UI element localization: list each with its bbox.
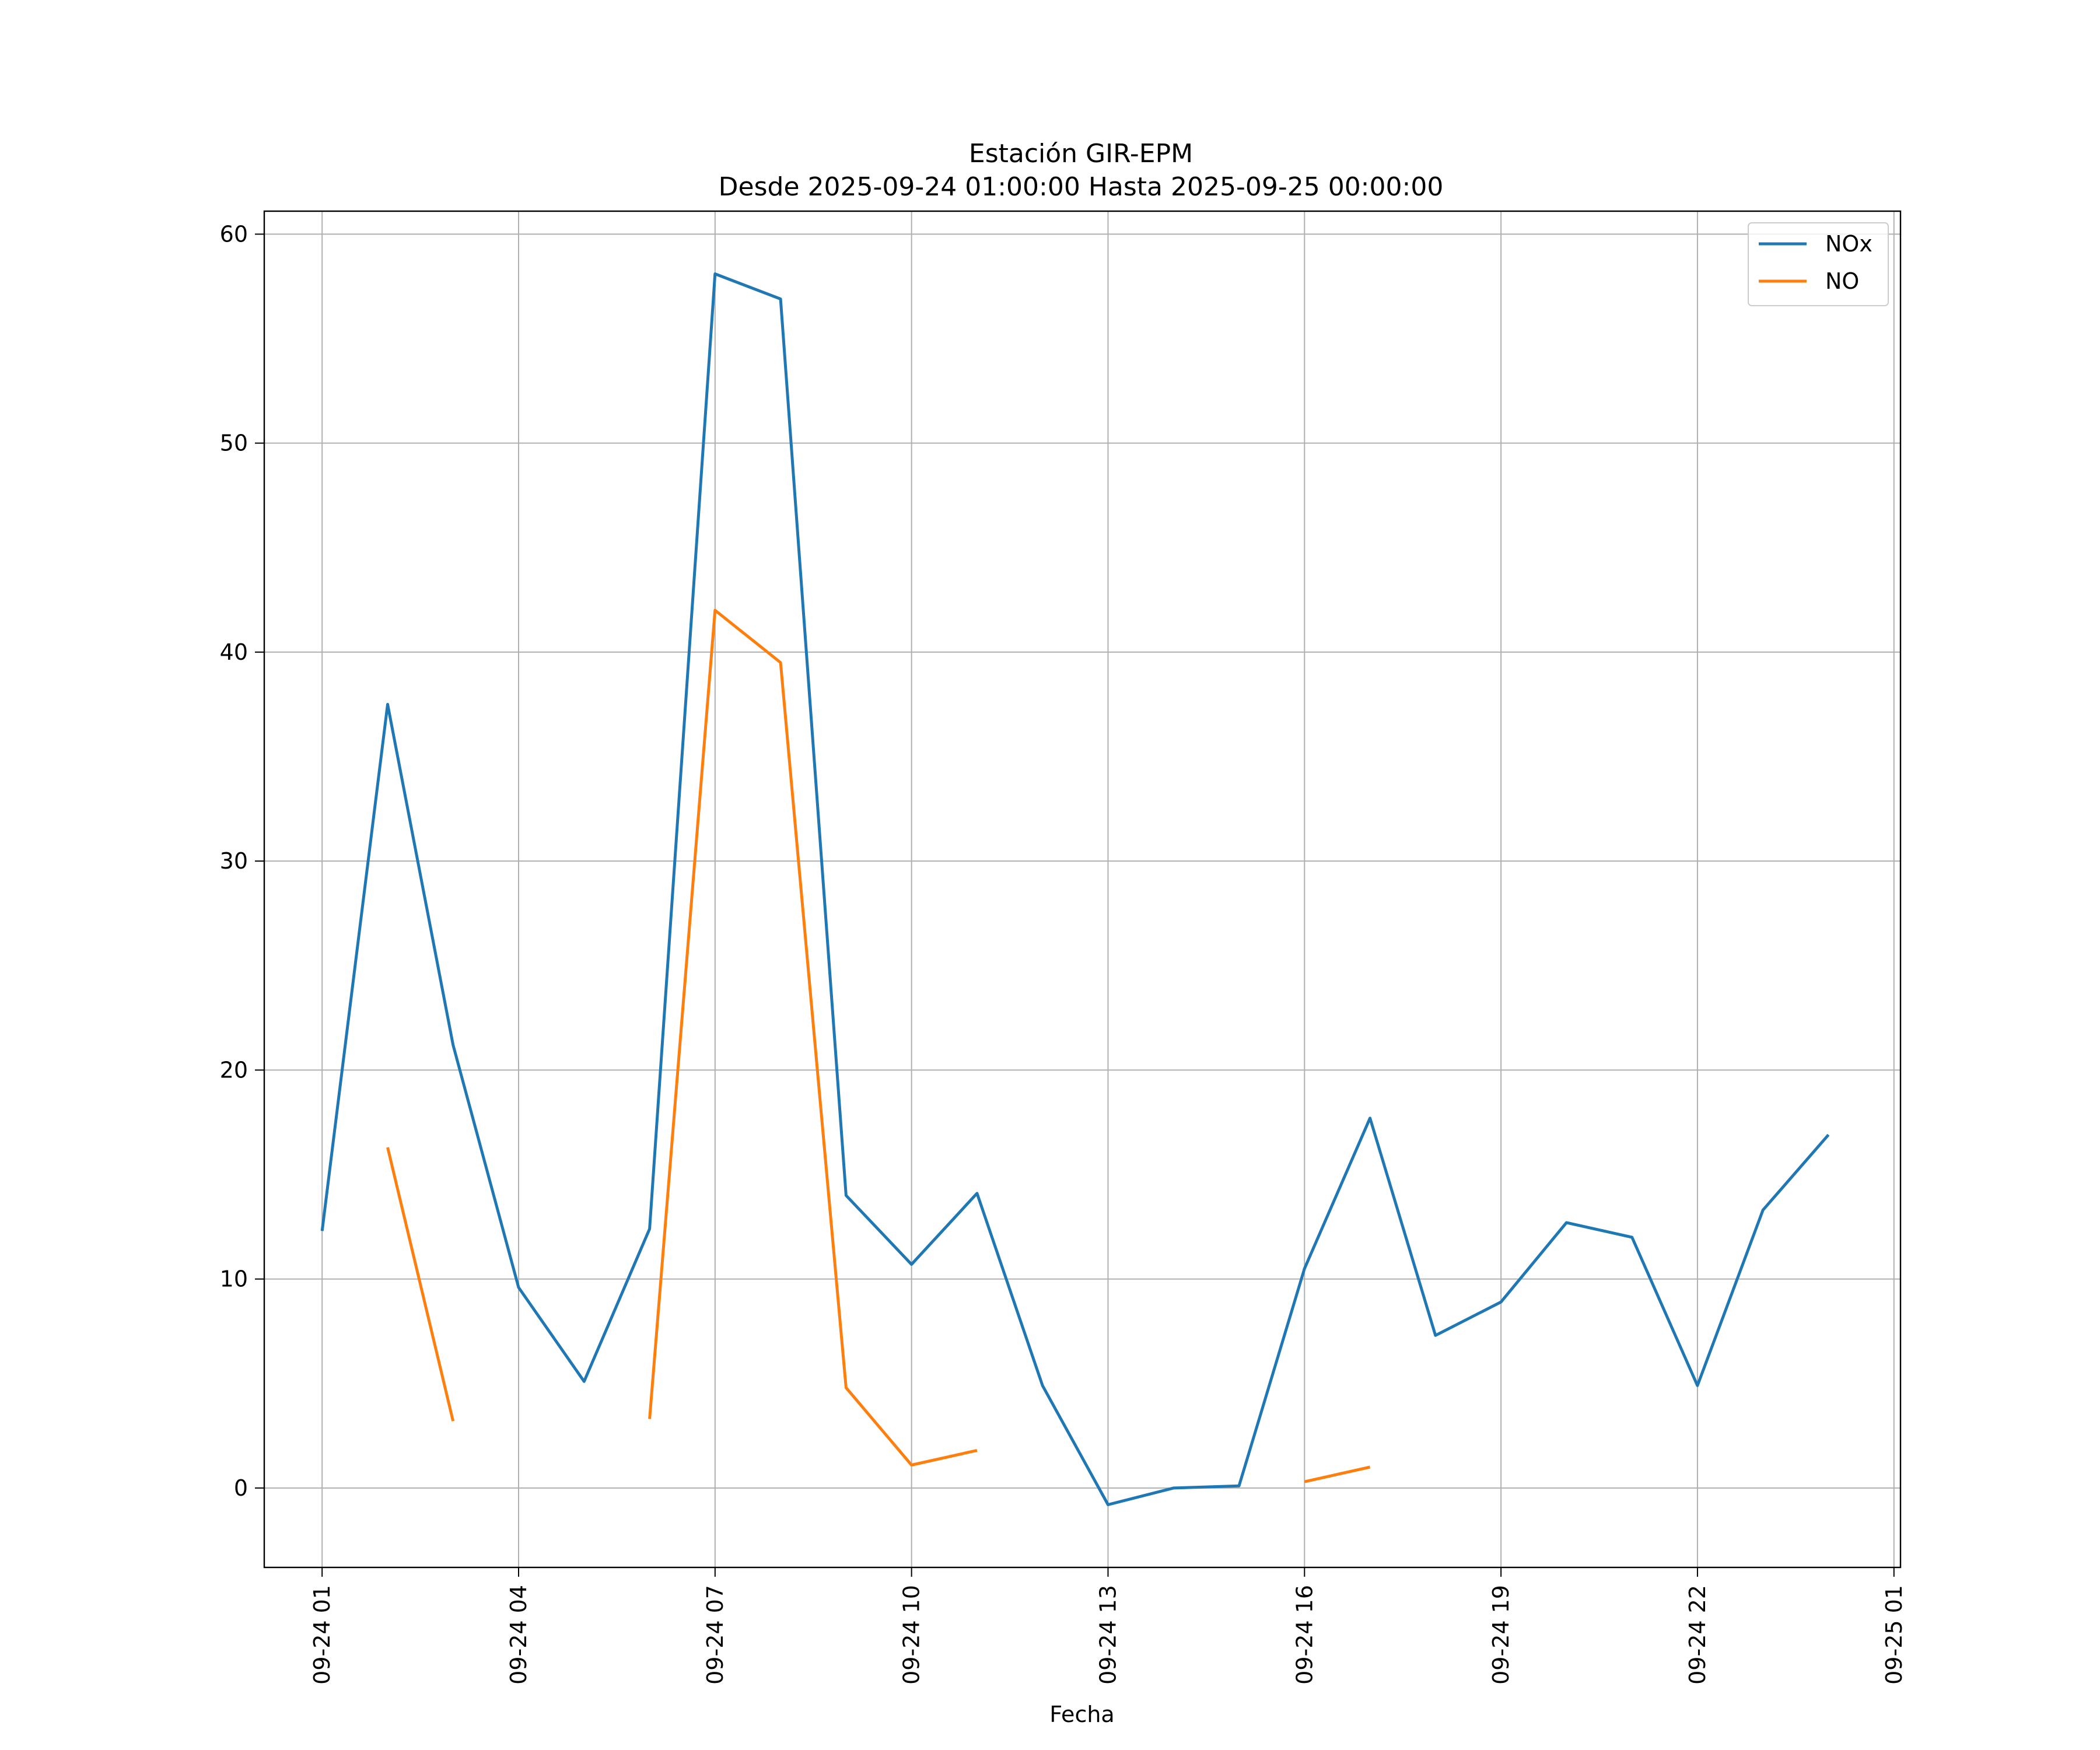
y-tick-label: 0 bbox=[234, 1475, 248, 1501]
series-lines bbox=[320, 272, 1830, 1506]
x-tick-label: 09-24 13 bbox=[1095, 1585, 1121, 1685]
y-tick-label: 40 bbox=[220, 639, 248, 665]
x-tick-label: 09-25 01 bbox=[1881, 1585, 1907, 1685]
chart-subtitle: Desde 2025-09-24 01:00:00 Hasta 2025-09-… bbox=[719, 172, 1444, 202]
x-tick-label: 09-24 16 bbox=[1292, 1585, 1317, 1685]
legend-label-nox: NOx bbox=[1825, 231, 1873, 257]
grid bbox=[264, 211, 1901, 1567]
y-tick-label: 60 bbox=[220, 221, 248, 247]
plot-frame bbox=[263, 210, 1902, 1569]
legend: NOx NO bbox=[1748, 222, 1889, 306]
chart-title: Estación GIR-EPM bbox=[969, 139, 1193, 169]
y-tick-label: 30 bbox=[220, 848, 248, 874]
series-line-nox bbox=[320, 272, 1830, 1506]
y-tick-label: 10 bbox=[220, 1266, 248, 1292]
x-tick-label: 09-24 04 bbox=[506, 1585, 531, 1685]
y-tick-label: 20 bbox=[220, 1057, 248, 1083]
legend-label-no: NO bbox=[1825, 268, 1859, 294]
series-line-no bbox=[648, 608, 978, 1466]
x-tick-label: 09-24 07 bbox=[702, 1585, 728, 1685]
x-tick-label: 09-24 22 bbox=[1685, 1585, 1710, 1685]
series-line-no bbox=[1304, 1465, 1371, 1483]
y-tick-label: 50 bbox=[220, 430, 248, 456]
x-tick-label: 09-24 19 bbox=[1488, 1585, 1514, 1685]
series-line-no bbox=[386, 1147, 455, 1422]
axis-ticks: 09-24 01 09-24 04 09-24 07 09-24 10 09-24 13… bbox=[220, 221, 1907, 1684]
x-tick-label: 09-24 10 bbox=[899, 1585, 925, 1685]
x-axis-label: Fecha bbox=[1049, 1702, 1114, 1727]
x-tick-label: 09-24 01 bbox=[309, 1585, 335, 1685]
